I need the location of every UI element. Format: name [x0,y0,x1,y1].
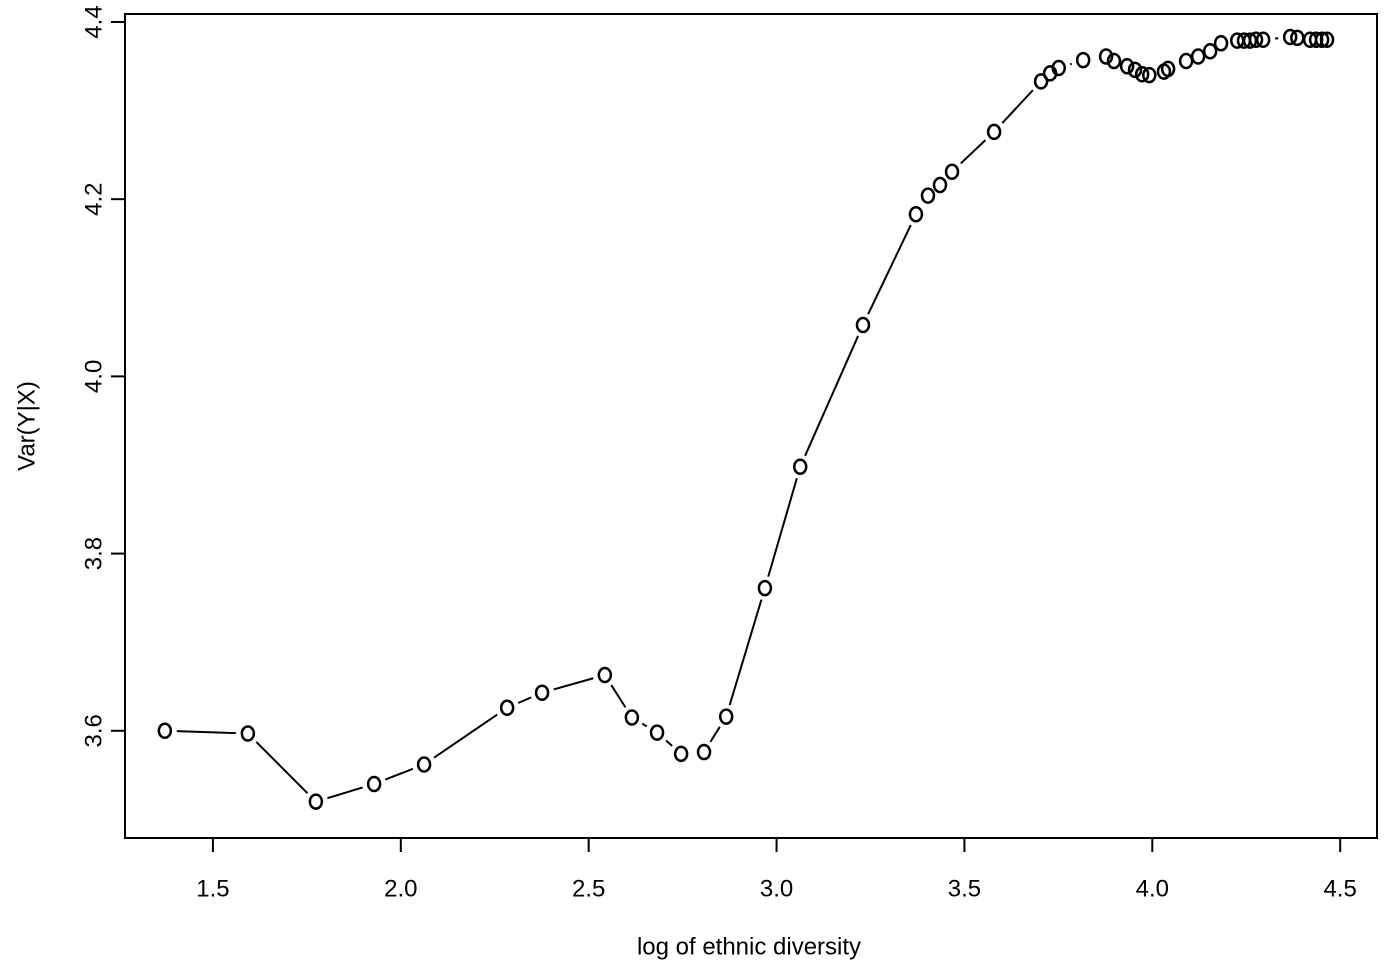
y-tick-label: 3.6 [80,714,107,747]
point [1106,52,1122,70]
point [1213,34,1229,52]
point [1075,51,1091,69]
point [499,699,515,717]
point [1033,73,1049,90]
x-tick-label: 3.5 [948,875,981,902]
point [757,579,773,597]
x-tick-label: 2.0 [384,875,417,902]
connector [1001,89,1034,124]
connector [867,224,912,315]
point [855,316,871,334]
y-tick-label: 4.0 [80,360,107,393]
point [908,205,924,223]
point [1248,31,1264,48]
connector [255,741,309,794]
x-tick-label: 1.5 [196,875,229,902]
point [1134,65,1150,83]
point [718,708,734,725]
connector [517,696,532,704]
point [597,666,613,684]
x-tick-label: 4.5 [1323,875,1356,902]
connector [553,677,594,691]
point [986,123,1002,141]
connector [384,767,414,781]
point [1178,52,1194,70]
x-tick-label: 3.0 [760,875,793,902]
point [624,709,640,726]
point [944,163,960,180]
x-axis-label: log of ethnic diversity [637,933,861,960]
connector [728,599,763,706]
connector [327,786,363,800]
point [792,458,808,476]
connector [665,739,673,747]
connector [433,713,498,759]
point [649,724,665,741]
y-tick-label: 4.4 [80,5,107,38]
point [1127,61,1143,79]
point [534,684,550,701]
connector [804,335,860,457]
point [1282,28,1298,46]
point [1319,31,1335,48]
point [1142,66,1157,84]
x-tick-label: 4.0 [1136,875,1169,902]
connector [610,684,627,708]
point [366,775,382,793]
point [920,187,936,204]
point [416,756,432,773]
point [1051,59,1066,77]
point [308,793,324,810]
point [1255,31,1271,48]
point [696,743,712,761]
point [673,745,689,763]
point [1119,58,1135,75]
point [932,176,948,194]
connector [641,722,648,728]
point [1202,42,1218,60]
point [1160,60,1176,78]
point [1314,31,1330,48]
connector [176,730,236,735]
connector [709,726,721,743]
y-tick-label: 4.2 [80,182,107,215]
y-axis-label: Var(Y|X) [13,381,40,471]
connector [767,477,798,577]
plot-frame [124,13,1378,839]
point [1098,48,1114,65]
connector [1069,62,1073,66]
point [1190,48,1206,65]
y-tick-label: 3.8 [80,537,107,570]
point [157,722,173,740]
x-tick-label: 2.5 [572,875,605,902]
connector [960,139,987,165]
point [240,725,256,742]
